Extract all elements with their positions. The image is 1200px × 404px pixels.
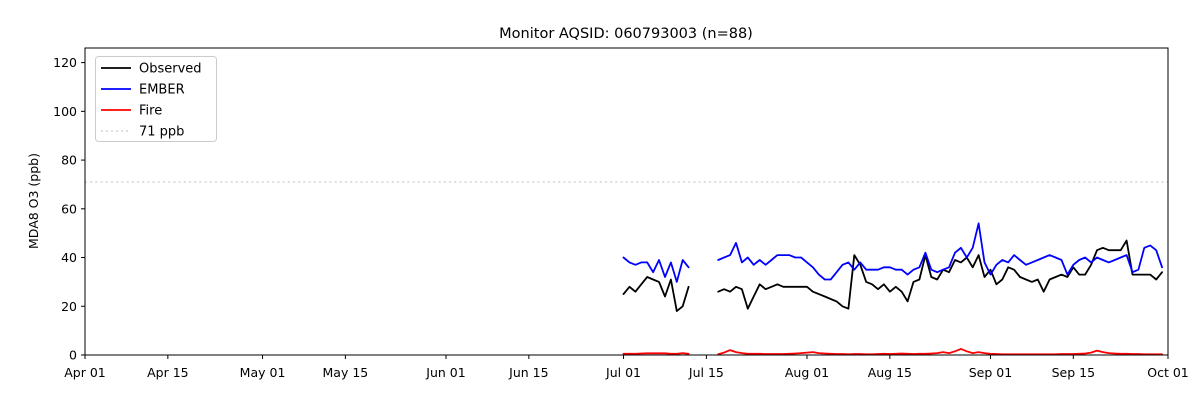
x-tick-label: Aug 01: [785, 365, 829, 380]
legend-label-observed: Observed: [139, 62, 202, 77]
legend-label-ember: EMBER: [139, 83, 185, 98]
x-tick-label: May 15: [323, 365, 369, 380]
series-line-ember: [622, 256, 690, 283]
series-line-fire: [717, 347, 1163, 356]
x-tick-label: Aug 15: [868, 365, 912, 380]
x-tick-label: May 01: [240, 365, 286, 380]
y-axis-label: MDA8 O3 (ppb): [26, 153, 41, 249]
legend-box: [95, 56, 217, 142]
y-axis: 0 20 40 60 80 100 120: [53, 55, 85, 363]
legend: Observed EMBER Fire 71 ppb: [95, 56, 217, 142]
y-tick-label: 20: [61, 299, 77, 314]
legend-entry-fire: Fire: [101, 104, 162, 119]
legend-label-threshold: 71 ppb: [139, 125, 184, 140]
y-tick-label: 120: [53, 55, 77, 70]
series-line-observed: [622, 276, 690, 313]
chart-title: Monitor AQSID: 060793003 (n=88): [499, 26, 753, 42]
y-tick-label: 0: [69, 348, 77, 363]
x-tick-label: Apr 01: [64, 365, 106, 380]
x-tick-label: Jun 01: [425, 365, 465, 380]
series-lines: [622, 222, 1163, 356]
x-tick-label: Jul 01: [605, 365, 641, 380]
y-tick-label: 80: [61, 153, 77, 168]
x-tick-label: Jul 15: [688, 365, 724, 380]
x-tick-label: Apr 15: [147, 365, 189, 380]
x-axis: Apr 01 Apr 15 May 01 May 15 Jun 01 Jun 15 Jul …: [64, 355, 1189, 380]
x-tick-label: Oct 01: [1147, 365, 1189, 380]
y-tick-label: 40: [61, 250, 77, 265]
y-tick-label: 60: [61, 201, 77, 216]
legend-entry-observed: Observed: [101, 62, 202, 77]
series-line-fire: [622, 352, 690, 355]
series-line-ember: [717, 222, 1163, 281]
plot-border: [84, 47, 1169, 356]
legend-label-fire: Fire: [139, 104, 162, 119]
legend-entry-ember: EMBER: [101, 83, 185, 98]
series-line-observed: [717, 239, 1163, 310]
legend-entry-threshold: 71 ppb: [101, 125, 184, 140]
x-tick-label: Sep 01: [969, 365, 1012, 380]
y-tick-label: 100: [53, 104, 77, 119]
x-tick-label: Sep 15: [1052, 365, 1095, 380]
x-tick-label: Jun 15: [508, 365, 548, 380]
